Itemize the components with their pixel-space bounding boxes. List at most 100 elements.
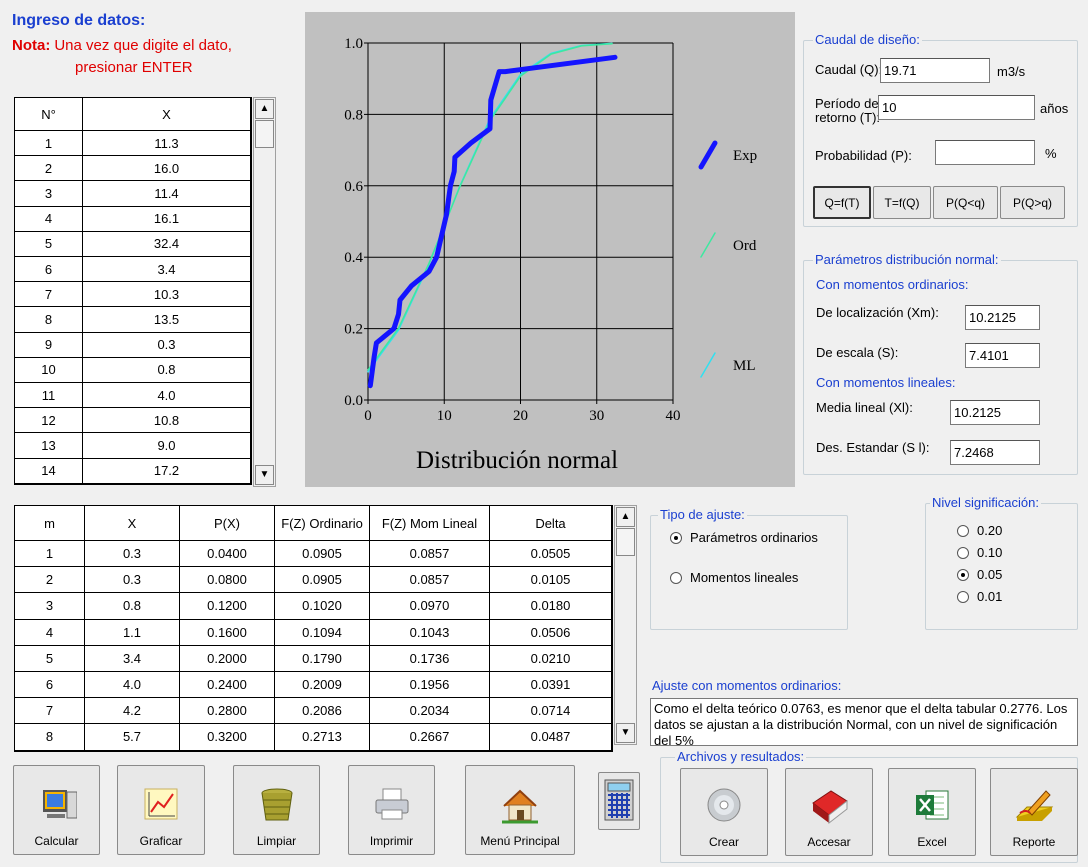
radio-button[interactable] [670, 572, 682, 584]
radio-button[interactable] [957, 591, 969, 603]
scrollbar[interactable]: ▲ ▼ [614, 505, 637, 745]
action-button[interactable]: Q=f(T) [813, 186, 871, 219]
x-tick-label: 30 [589, 408, 604, 424]
chart: 0.0 0.2 0.4 0.6 0.8 1.0 0 10 20 30 40 Distribución … [344, 36, 757, 474]
table-cell: 3 [15, 181, 83, 207]
table-cell: 0.8 [85, 593, 180, 620]
toolbar-button[interactable]: Accesar [785, 768, 873, 856]
field-label: Media lineal (Xl): [816, 400, 913, 415]
table-cell: 13.5 [83, 307, 251, 333]
field-label: Caudal (Q): [815, 62, 883, 77]
button-label: Accesar [807, 835, 851, 849]
toolbar-button[interactable]: Graficar [117, 765, 205, 855]
input-value: 10 [882, 100, 897, 115]
table-cell: 32.4 [83, 231, 251, 257]
table-cell: 0.1956 [370, 672, 490, 699]
radio-label[interactable]: 0.05 [977, 567, 1003, 582]
table-cell: 4 [15, 206, 83, 232]
scroll-thumb[interactable] [255, 120, 274, 148]
table-cell: 9.0 [83, 433, 251, 459]
toolbar-button[interactable]: Reporte [990, 768, 1078, 856]
action-button[interactable]: P(Q<q) [933, 186, 998, 219]
table-cell: 0.0105 [490, 567, 612, 594]
table-cell: 0.2034 [370, 698, 490, 725]
scroll-down[interactable]: ▼ [255, 465, 274, 485]
text-input[interactable]: 7.4101 [965, 343, 1040, 368]
y-tick-label: 1.0 [344, 36, 363, 52]
y-tick-label: 0.0 [344, 393, 363, 409]
table-cell: 0.0857 [370, 541, 490, 568]
column-header: F(Z) Ordinario [275, 506, 370, 541]
series-line [367, 54, 618, 389]
text-input[interactable]: 10.2125 [950, 400, 1040, 425]
toolbar-button[interactable]: Limpiar [233, 765, 320, 855]
table-cell: 0.2009 [275, 672, 370, 699]
table-cell: 4.2 [85, 698, 180, 725]
group-legend: Archivos y resultados: [675, 749, 807, 764]
result-text: Como el delta teórico 0.0763, es menor q… [650, 698, 1078, 748]
icon-shape [608, 792, 630, 818]
scroll-up[interactable]: ▲ [255, 99, 274, 119]
scroll-thumb[interactable] [616, 528, 635, 556]
toolbar-button[interactable]: Calcular [13, 765, 100, 855]
radio-button[interactable] [670, 532, 682, 544]
radio-label[interactable]: Parámetros ordinarios [690, 530, 818, 545]
table-cell: 10 [15, 357, 83, 383]
action-button[interactable]: P(Q>q) [1000, 186, 1065, 219]
icon-shape [150, 793, 174, 813]
table-cell: 8 [15, 307, 83, 333]
button-label: Menú Principal [480, 834, 560, 848]
radio-label[interactable]: 0.10 [977, 545, 1003, 560]
table-cell: 0.1020 [275, 593, 370, 620]
radio-button[interactable] [957, 547, 969, 559]
icon-shape [1017, 807, 1052, 821]
icon-shape [607, 782, 631, 791]
toolbar-button[interactable]: Excel [888, 768, 976, 856]
toolbar-button[interactable]: Imprimir [348, 765, 435, 855]
text-input[interactable] [935, 140, 1035, 165]
icon [42, 790, 77, 819]
table-cell: 0.0391 [490, 672, 612, 699]
unit-label: % [1045, 146, 1057, 161]
chart-panel: 0.0 0.2 0.4 0.6 0.8 1.0 0 10 20 30 40 Distribución … [305, 12, 795, 487]
column-header: N° [15, 98, 83, 131]
input-value: 7.2468 [954, 445, 994, 460]
action-button[interactable]: T=f(Q) [873, 186, 931, 219]
icon-shape [813, 803, 829, 823]
table-cell: 0.0180 [490, 593, 612, 620]
scroll-down[interactable]: ▼ [616, 723, 635, 743]
table-cell: 5 [15, 645, 85, 672]
icon-shape [517, 810, 524, 820]
icon-shape [46, 814, 65, 818]
table-cell: 0.0714 [490, 698, 612, 725]
scroll-up[interactable]: ▲ [616, 507, 635, 527]
text-input[interactable]: 10.2125 [965, 305, 1040, 330]
button-label: Reporte [1012, 835, 1056, 849]
field-label: De escala (S): [816, 345, 899, 360]
calculator-button[interactable] [598, 772, 640, 830]
text-input[interactable]: 7.2468 [950, 440, 1040, 465]
radio-label[interactable]: 0.20 [977, 523, 1003, 538]
legend-swatch [700, 352, 716, 378]
text-input[interactable]: 19.71 [880, 58, 990, 83]
scrollbar[interactable]: ▲ ▼ [253, 97, 276, 487]
table-cell: 0.2667 [370, 724, 490, 751]
toolbar-button[interactable]: Menú Principal [465, 765, 575, 855]
toolbar-button[interactable]: Crear [680, 768, 768, 856]
text-input[interactable]: 10 [878, 95, 1035, 120]
column-header: P(X) [180, 506, 275, 541]
column-header: F(Z) Mom Lineal [370, 506, 490, 541]
radio-button[interactable] [957, 569, 969, 581]
field-label: Período de retorno (T): [815, 96, 881, 125]
radio-label[interactable]: 0.01 [977, 589, 1003, 604]
table-cell: 14 [15, 458, 83, 484]
radio-label[interactable]: Momentos lineales [690, 570, 799, 585]
table-cell: 11 [15, 383, 83, 409]
table-cell: 0.2086 [275, 698, 370, 725]
table-cell: 2 [15, 156, 83, 182]
legend-label: Exp [733, 148, 757, 164]
radio-button[interactable] [957, 525, 969, 537]
icon [812, 790, 848, 825]
column-header: Delta [490, 506, 612, 541]
icon-shape [382, 788, 401, 802]
